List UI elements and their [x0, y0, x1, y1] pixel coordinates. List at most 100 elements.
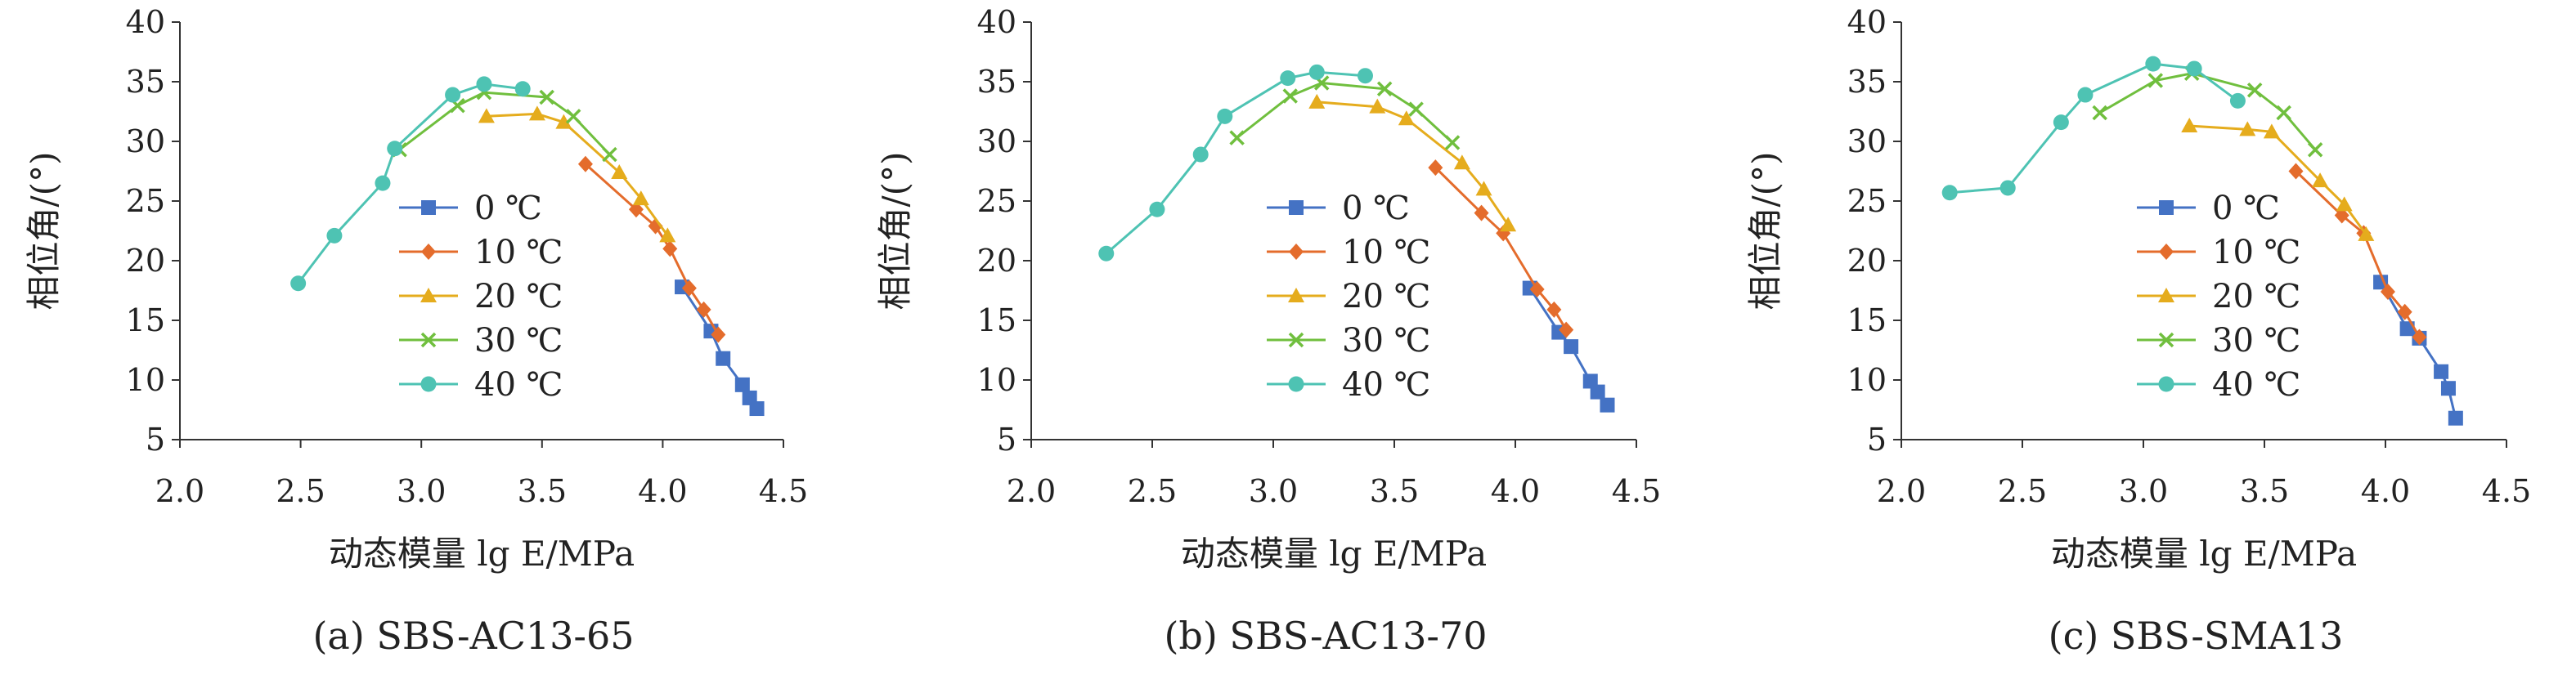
data-point: [2229, 92, 2246, 109]
legend-marker: [2159, 244, 2174, 260]
data-point: [565, 109, 581, 124]
y-tick-label: 10: [1847, 362, 1887, 398]
data-point: [2440, 381, 2456, 396]
legend-entry: 30 ℃: [1267, 322, 1430, 360]
series-square: [675, 279, 765, 417]
legend-label: 20 ℃: [474, 278, 563, 315]
panel-caption: (b) SBS-AC13-70: [1164, 614, 1487, 658]
data-point: [1529, 281, 1545, 298]
legend-entry: 10 ℃: [399, 234, 563, 271]
data-point: [1453, 154, 1470, 170]
y-tick-label: 40: [977, 4, 1016, 40]
series-line: [1105, 70, 1366, 255]
legend-marker: [420, 376, 437, 392]
data-point: [2412, 329, 2427, 346]
legend-label: 10 ℃: [2212, 234, 2300, 271]
y-axis-label: 相位角/(°): [875, 152, 915, 311]
series-triangle: [2181, 118, 2375, 241]
x-tick-label: 4.5: [759, 473, 808, 509]
legend-entry: 0 ℃: [399, 190, 542, 227]
legend-marker: [2158, 376, 2174, 392]
data-point: [1308, 64, 1325, 80]
data-point: [749, 401, 765, 417]
legend-label: 0 ℃: [2212, 190, 2280, 227]
series-circle: [1098, 64, 1373, 262]
data-point: [1398, 110, 1415, 126]
x-tick-label: 4.5: [2482, 473, 2531, 509]
series-line: [398, 91, 611, 156]
y-tick-label: 35: [126, 64, 165, 100]
y-tick-label: 20: [977, 243, 1016, 279]
series-line: [2379, 281, 2457, 419]
data-point: [1369, 98, 1386, 114]
data-point: [387, 141, 403, 157]
data-point: [632, 190, 649, 206]
data-point: [2053, 114, 2069, 131]
series-x: [2092, 65, 2323, 158]
legend-marker: [420, 288, 437, 302]
y-tick-label: 5: [1867, 422, 1887, 458]
data-point: [1357, 68, 1373, 84]
x-tick-label: 2.0: [155, 473, 204, 509]
data-point: [2334, 207, 2349, 224]
y-tick-label: 5: [997, 422, 1016, 458]
data-point: [2397, 303, 2412, 320]
legend-entry: 10 ℃: [2137, 234, 2300, 271]
y-tick-label: 5: [146, 422, 165, 458]
panel-caption: (c) SBS-SMA13: [2049, 614, 2344, 658]
data-point: [681, 279, 697, 297]
legend-label: 30 ℃: [1342, 322, 1430, 360]
panel-caption: (a) SBS-AC13-65: [312, 614, 634, 658]
y-axis-label: 相位角/(°): [1745, 152, 1785, 311]
x-tick-label: 2.5: [1128, 473, 1177, 509]
x-tick-label: 4.0: [2361, 473, 2410, 509]
data-point: [1192, 146, 1209, 163]
legend-marker: [2158, 332, 2174, 348]
legend-entry: 30 ℃: [2137, 322, 2300, 360]
legend-marker: [1288, 332, 1304, 348]
x-tick-label: 3.5: [1370, 473, 1419, 509]
x-tick-label: 2.5: [276, 473, 325, 509]
series-diamond: [2288, 163, 2427, 346]
legend-marker: [2158, 288, 2174, 302]
x-tick-label: 3.0: [1249, 473, 1298, 509]
data-point: [2246, 82, 2263, 98]
y-tick-label: 30: [977, 123, 1016, 159]
series-circle: [1941, 56, 2246, 201]
x-tick-label: 4.0: [638, 473, 687, 509]
y-tick-label: 15: [126, 302, 165, 338]
data-point: [2092, 105, 2107, 121]
x-tick-label: 2.0: [1007, 473, 1056, 509]
x-tick-label: 4.5: [1612, 473, 1661, 509]
legend-entry: 10 ℃: [1267, 234, 1430, 271]
y-tick-label: 30: [126, 123, 165, 159]
legend-marker: [2159, 200, 2174, 215]
legend-label: 20 ℃: [1342, 278, 1430, 315]
data-point: [326, 227, 343, 244]
data-point: [1308, 93, 1326, 109]
legend-marker: [1289, 244, 1304, 260]
y-tick-label: 15: [977, 302, 1016, 338]
data-point: [2239, 121, 2256, 136]
data-point: [528, 105, 545, 121]
data-point: [577, 155, 593, 172]
data-point: [1474, 204, 1489, 221]
data-point: [1229, 130, 1245, 145]
data-point: [2186, 60, 2202, 77]
data-point: [2358, 226, 2375, 241]
chart-panel-2: 5 10 15 20 25 30 35 40 2.0 2.5 3.0 3.5 4.0 4.5 动态模量 lg…: [875, 4, 1661, 658]
x-axis-label: 动态模量 lg E/MPa: [2051, 534, 2357, 574]
legend-label: 10 ℃: [474, 234, 563, 271]
data-point: [2399, 321, 2415, 337]
data-point: [716, 351, 731, 366]
data-point: [375, 175, 391, 191]
data-point: [1149, 201, 1165, 217]
series-x: [392, 84, 617, 163]
data-point: [1408, 101, 1424, 117]
chart-panel-3: 5 10 15 20 25 30 35 40 2.0 2.5 3.0 3.5 4.0 4.5 动态模量 lg…: [1745, 4, 2531, 658]
data-point: [734, 377, 750, 392]
legend-entry: 0 ℃: [1267, 190, 1410, 227]
legend-entry: 20 ℃: [399, 278, 563, 315]
y-tick-label: 25: [1847, 183, 1887, 219]
